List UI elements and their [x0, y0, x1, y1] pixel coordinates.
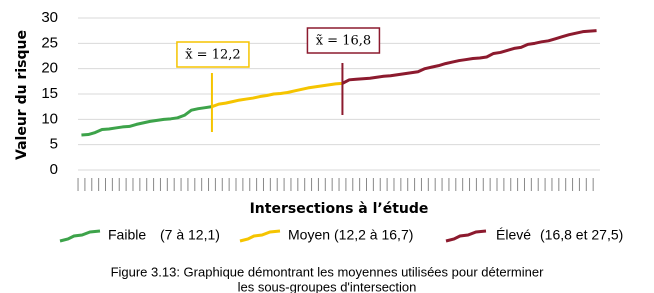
y-tick-label: 10	[41, 110, 58, 127]
median-box	[306, 27, 381, 54]
legend-swatch	[239, 229, 281, 243]
median-box	[176, 41, 250, 68]
y-tick-label: 25	[41, 34, 58, 51]
y-axis-label: Valeur du risque	[14, 30, 30, 160]
y-tick-label: 5	[50, 136, 58, 153]
caption: Figure 3.13: Graphique démontrant les mo…	[111, 264, 545, 279]
legend-swatch	[445, 229, 487, 243]
data-line	[211, 81, 343, 109]
legend-swatch	[59, 229, 101, 243]
legend-range: (16,8 et 27,5)	[540, 227, 623, 243]
y-tick-label: 15	[41, 85, 58, 102]
median-label: x̃ = 16,8	[316, 34, 371, 49]
x-axis-label: Intersections à l’étude	[250, 201, 429, 217]
y-tick-label: 30	[41, 9, 58, 26]
y-tick-label: 0	[50, 161, 58, 178]
caption: les sous-groupes d'intersection	[238, 279, 417, 293]
y-tick-label: 20	[41, 60, 58, 77]
legend-name: Élevé	[496, 227, 531, 243]
legend-name: Faible	[108, 227, 146, 243]
data-line	[81, 105, 213, 137]
legend-range: (7 à 12,1)	[160, 227, 220, 243]
legend-name: Moyen	[288, 227, 330, 243]
median-label: x̃ = 12,2	[185, 48, 240, 63]
data-line	[341, 29, 597, 85]
legend-range: (12,2 à 16,7)	[334, 227, 413, 243]
